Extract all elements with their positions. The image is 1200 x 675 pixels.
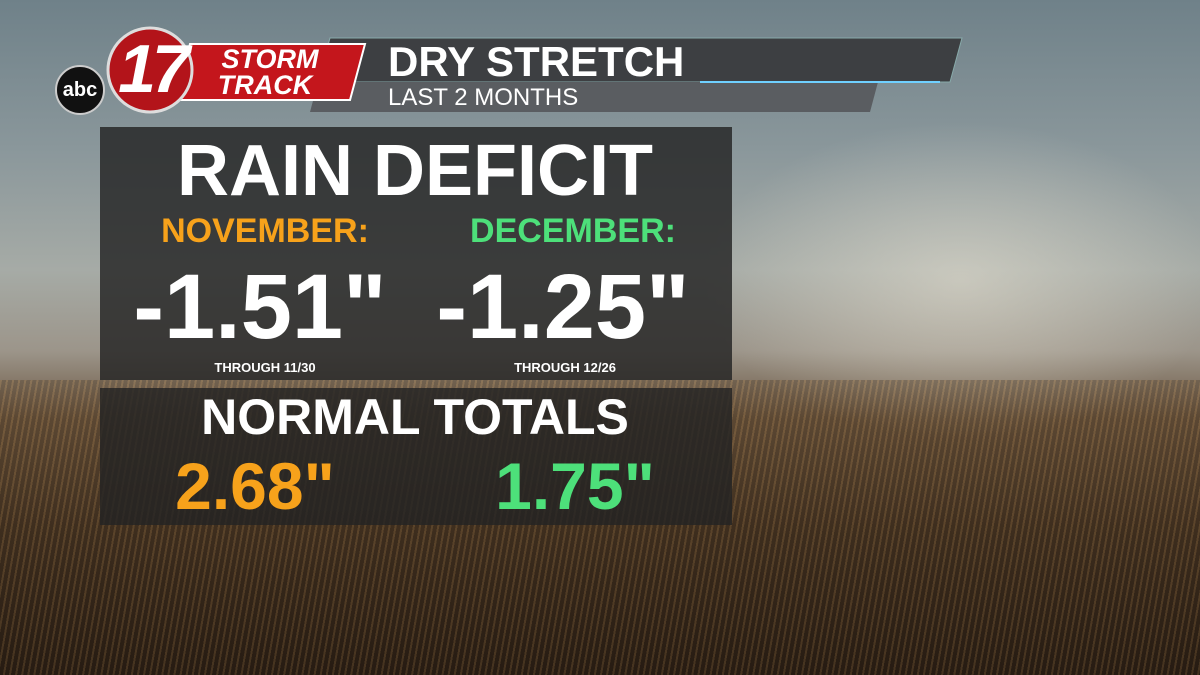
note: THROUGH 11/30 bbox=[214, 360, 316, 375]
brand-line: TRACK bbox=[217, 70, 313, 100]
deficit-value: -1.25" bbox=[436, 256, 690, 358]
normal-value: 2.68" bbox=[175, 449, 335, 523]
header-subtitle: LAST 2 MONTHS bbox=[388, 84, 579, 111]
header-graphics bbox=[55, 26, 963, 115]
normal-value: 1.75" bbox=[495, 449, 655, 523]
panel-title: RAIN DEFICIT bbox=[177, 131, 653, 211]
month-label: NOVEMBER: bbox=[161, 212, 369, 250]
network-badge bbox=[55, 65, 105, 115]
normals-panel bbox=[100, 388, 732, 525]
deficit-value: -1.51" bbox=[133, 256, 387, 358]
month-label: DECEMBER: bbox=[470, 212, 676, 250]
channel-number: 17 bbox=[118, 31, 190, 107]
note: THROUGH 12/26 bbox=[514, 360, 616, 375]
panel-title: NORMAL TOTALS bbox=[201, 389, 629, 445]
brand-line: STORM bbox=[221, 44, 319, 74]
header-title: DRY STRETCH bbox=[388, 38, 685, 85]
channel-badge bbox=[106, 26, 194, 114]
network-logo: abc bbox=[62, 79, 98, 101]
deficit-panel bbox=[100, 127, 732, 380]
subtitle-bar bbox=[310, 82, 878, 112]
